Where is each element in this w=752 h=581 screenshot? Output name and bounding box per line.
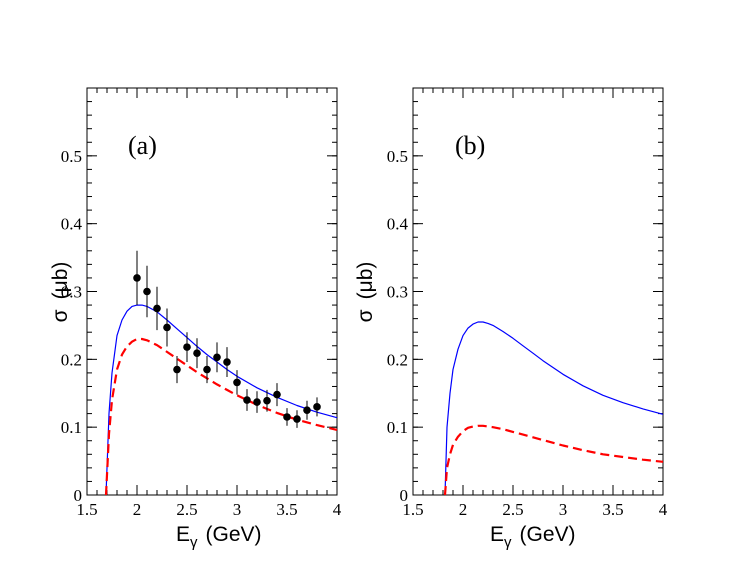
x-axis-subscript: γ <box>504 534 512 551</box>
y-tick-label: 0.3 <box>61 283 82 302</box>
data-point <box>273 390 281 399</box>
x-axis-subscript: γ <box>190 534 198 551</box>
series-red-dashed <box>443 424 664 496</box>
y-tick-label: 0.5 <box>61 147 82 166</box>
panel-label: (b) <box>455 131 485 160</box>
x-axis-title: Eγ (GeV) <box>176 523 262 551</box>
y-tick-label: 0.2 <box>61 350 82 369</box>
x-tick-label: 3 <box>233 500 242 519</box>
data-point <box>263 396 271 405</box>
data-point <box>163 323 171 332</box>
y-axis-symbol: σ <box>49 309 72 322</box>
x-tick-label: 2 <box>133 500 142 519</box>
plot-frame <box>412 87 664 496</box>
curves <box>443 321 664 496</box>
data-point <box>303 406 311 415</box>
panel-a: 1.5 2 2.5 3 3.5 4 0 0.1 0.2 0.3 0.4 0.5 (a) σ (μb) E… <box>49 87 342 551</box>
y-axis-symbol: σ <box>354 309 377 322</box>
data-points <box>133 250 321 428</box>
x-tick-label: 4 <box>659 500 668 519</box>
axis-ticks: 1.5 2 2.5 3 3.5 4 0 0.1 0.2 0.3 0.4 0.5 <box>387 88 668 519</box>
y-axis-title: σ (μb) <box>49 262 72 323</box>
series-blue-solid <box>105 304 338 496</box>
x-tick-label: 4 <box>333 500 342 519</box>
x-axis-unit: (GeV) <box>520 523 576 546</box>
y-tick-label: 0.4 <box>61 215 83 234</box>
y-tick-label: 0.1 <box>61 418 82 437</box>
panel-label: (a) <box>128 131 157 160</box>
y-axis-unit: (μb) <box>354 262 377 300</box>
data-point <box>213 353 221 362</box>
y-tick-label: 0 <box>400 486 409 505</box>
data-point <box>313 403 321 411</box>
data-point <box>223 358 231 366</box>
data-point <box>293 415 301 423</box>
x-tick-label: 3.5 <box>276 500 297 519</box>
y-tick-label: 0.5 <box>387 147 408 166</box>
series-blue-solid <box>444 321 664 496</box>
data-point <box>153 304 161 313</box>
y-tick-label: 0 <box>74 486 83 505</box>
data-point <box>143 287 151 296</box>
data-point <box>133 274 141 282</box>
data-point <box>193 349 201 358</box>
data-point <box>283 413 291 421</box>
x-tick-label: 1.5 <box>76 500 97 519</box>
panel-b: 1.5 2 2.5 3 3.5 4 0 0.1 0.2 0.3 0.4 0.5 (b) σ (μb) E… <box>354 87 668 551</box>
y-axis-unit: (μb) <box>49 262 72 300</box>
y-tick-label: 0.4 <box>387 215 409 234</box>
x-tick-label: 2.5 <box>176 500 197 519</box>
plot-frame <box>86 87 338 496</box>
x-axis-title: Eγ (GeV) <box>490 523 576 551</box>
curves <box>104 304 338 496</box>
x-tick-label: 1.5 <box>402 500 423 519</box>
y-tick-label: 0.2 <box>387 350 408 369</box>
x-axis-symbol: E <box>176 523 190 546</box>
axis-ticks: 1.5 2 2.5 3 3.5 4 0 0.1 0.2 0.3 0.4 0.5 <box>61 88 342 519</box>
data-point <box>183 343 191 351</box>
x-tick-label: 3 <box>559 500 568 519</box>
y-tick-label: 0.1 <box>387 418 408 437</box>
x-tick-label: 2 <box>459 500 468 519</box>
x-tick-label: 2.5 <box>502 500 523 519</box>
data-point <box>233 378 241 387</box>
data-point <box>243 396 251 404</box>
y-tick-label: 0.3 <box>387 283 408 302</box>
data-point <box>173 365 181 374</box>
x-axis-symbol: E <box>490 523 504 546</box>
data-point <box>203 365 211 374</box>
series-red-dashed <box>104 337 338 496</box>
y-axis-title: σ (μb) <box>354 262 377 323</box>
data-point <box>253 398 261 406</box>
x-tick-label: 3.5 <box>602 500 623 519</box>
x-axis-unit: (GeV) <box>206 523 262 546</box>
